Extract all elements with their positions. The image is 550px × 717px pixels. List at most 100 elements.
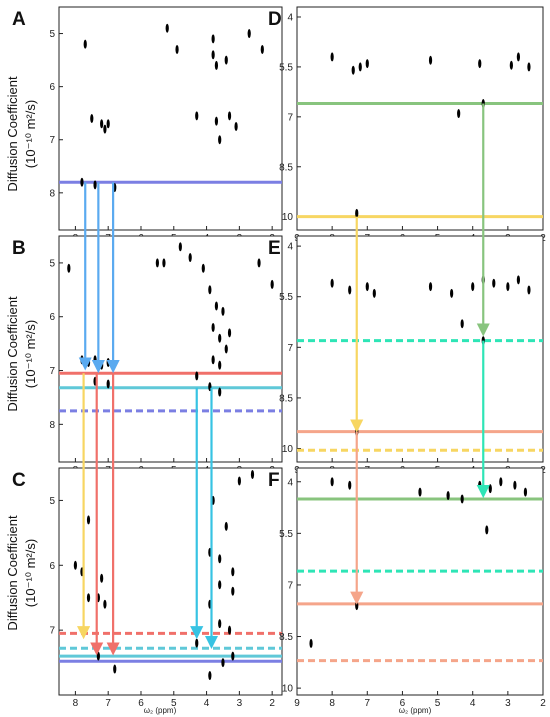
x-tick-label: 3 <box>505 698 511 709</box>
nmr-peak <box>93 355 97 365</box>
nmr-peak <box>348 285 352 295</box>
panel-a: A87654325678 <box>12 6 283 244</box>
nmr-peak <box>90 114 94 123</box>
nmr-peak <box>218 554 222 564</box>
plot-frame <box>58 6 283 231</box>
nmr-peak <box>330 477 334 487</box>
xlabel-right: ω₂ (ppm) <box>399 706 432 715</box>
nmr-peak <box>214 116 219 126</box>
panel-d: D9876543245.578.510 <box>268 6 546 244</box>
nmr-peak <box>211 34 215 44</box>
nmr-peak <box>488 484 492 494</box>
x-tick-label: 3 <box>237 698 243 709</box>
y-tick-label: 7 <box>287 343 293 354</box>
nmr-peak <box>211 322 215 332</box>
nmr-peak <box>237 476 241 486</box>
nmr-peak <box>247 29 251 39</box>
arrows-layer <box>76 103 490 656</box>
y-tick-label: 10 <box>282 212 294 223</box>
y-tick-label: 7 <box>49 626 55 637</box>
nmr-peak <box>80 355 84 365</box>
nmr-peak <box>86 515 91 525</box>
y-tick-label: 8 <box>49 420 55 431</box>
y-tick-label: 6 <box>49 561 55 572</box>
nmr-peak <box>428 282 433 292</box>
nmr-peak <box>485 525 489 535</box>
y-tick-label: 5 <box>49 258 55 269</box>
y-tick-label: 4 <box>287 12 293 23</box>
y-tick-label: 10 <box>282 444 294 455</box>
plot-frame <box>296 6 544 231</box>
panel-letter: E <box>268 238 281 259</box>
nmr-peak <box>208 671 212 681</box>
nmr-peak <box>227 625 232 635</box>
nmr-peak <box>227 111 232 121</box>
nmr-peak <box>211 355 215 365</box>
y-tick-label: 7 <box>49 135 55 146</box>
x-tick-label: 2 <box>540 698 546 709</box>
nmr-peak <box>372 288 376 298</box>
nmr-peak <box>83 39 87 49</box>
nmr-peak <box>218 580 222 590</box>
y-tick-label: 5.5 <box>279 529 293 540</box>
nmr-peak <box>103 599 107 609</box>
nmr-peak <box>218 387 222 397</box>
nmr-peak <box>218 333 222 343</box>
y-tick-label: 7 <box>49 366 55 377</box>
nmr-peak <box>257 258 261 268</box>
nmr-peak <box>355 208 359 218</box>
nmr-peak <box>446 491 450 501</box>
y-tick-label: 4 <box>287 477 293 488</box>
nmr-peak <box>234 121 238 131</box>
nmr-peak <box>457 109 461 119</box>
nmr-peak <box>227 328 232 338</box>
x-tick-label: 8 <box>329 698 335 709</box>
nmr-peak <box>100 360 104 370</box>
y-tick-label: 5 <box>49 496 55 507</box>
y-tick-label: 10 <box>282 684 294 695</box>
y-tick-label: 5.5 <box>279 62 293 73</box>
nmr-peak <box>527 62 531 72</box>
nmr-peak <box>231 586 235 596</box>
nmr-peak <box>195 111 199 121</box>
nmr-peak <box>201 263 205 273</box>
panel-e: E9876543245.578.510 <box>268 235 546 476</box>
nmr-peak <box>103 124 107 134</box>
nmr-peak <box>513 480 517 490</box>
panel-letter: C <box>12 470 26 491</box>
x-tick-label: 8 <box>73 698 79 709</box>
nmr-peak <box>214 60 219 70</box>
nmr-peak <box>214 301 219 311</box>
ylabel-line2: (10⁻¹⁰ m²/s) <box>23 320 38 388</box>
nmr-peak <box>355 601 359 611</box>
panel-letter: F <box>268 470 280 491</box>
x-tick-label: 5 <box>171 698 177 709</box>
nmr-peak <box>231 567 235 577</box>
nmr-peak <box>73 560 77 570</box>
nmr-peak <box>478 59 482 69</box>
nmr-peak <box>460 494 464 504</box>
nmr-peak <box>86 357 91 367</box>
nmr-peak <box>450 288 454 298</box>
nmr-peak <box>221 658 225 668</box>
panel-letter: A <box>12 9 26 30</box>
y-tick-label: 8.5 <box>279 162 293 173</box>
nmr-peak <box>113 664 117 674</box>
x-tick-label: 7 <box>105 698 111 709</box>
nmr-peak <box>178 242 182 252</box>
ylabel-line1: Diffusion Coefficient <box>5 515 20 631</box>
nmr-peak <box>499 477 503 487</box>
nmr-peak <box>208 285 212 295</box>
nmr-peak <box>106 379 110 389</box>
nmr-peak <box>506 282 510 292</box>
ylabel-group-a: Diffusion Coefficient (10⁻¹⁰ m²/s) <box>5 76 38 192</box>
nmr-peak <box>165 23 169 33</box>
nmr-peak <box>509 60 513 70</box>
x-tick-label: 2 <box>269 698 275 709</box>
ylabel-line1: Diffusion Coefficient <box>5 296 20 412</box>
y-tick-label: 8 <box>49 188 55 199</box>
plot-frame <box>58 235 283 463</box>
nmr-peak <box>260 44 264 54</box>
nmr-peak <box>106 357 110 367</box>
nmr-peak <box>365 282 369 292</box>
